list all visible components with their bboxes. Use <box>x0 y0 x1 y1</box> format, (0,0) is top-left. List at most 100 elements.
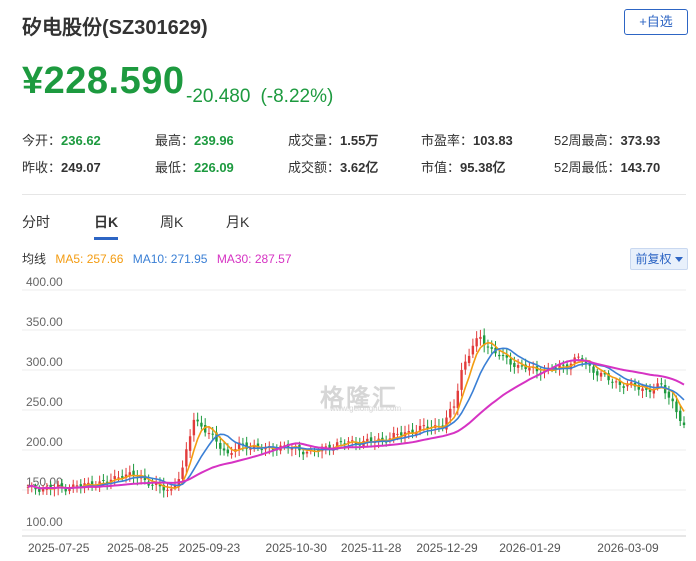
candle-body <box>335 442 339 448</box>
candle-body <box>479 336 482 339</box>
stat-market-cap: 市值：95.38亿 <box>421 157 506 176</box>
candle-body <box>117 477 120 479</box>
candle-body <box>241 443 245 445</box>
stat-prev-close: 昨收：249.07 <box>22 157 101 176</box>
candle-body <box>143 475 147 481</box>
candle-body <box>460 369 463 390</box>
y-tick-label: 250.00 <box>26 395 63 409</box>
candle-body <box>211 433 214 435</box>
candle-body <box>426 426 429 429</box>
tab-monthly-k[interactable]: 月K <box>226 214 250 230</box>
ma-legend: 均线 MA5: 257.66 MA10: 271.95 MA30: 287.57 <box>22 250 298 267</box>
candle-body <box>596 371 599 376</box>
stat-52w-low: 52周最低：143.70 <box>554 157 660 176</box>
candle-body <box>68 488 71 492</box>
candle-body <box>49 484 52 489</box>
candle-body <box>105 481 109 483</box>
change-percent: (-8.22%) <box>260 86 334 107</box>
tab-intraday[interactable]: 分时 <box>22 214 50 230</box>
candle-body <box>154 482 158 485</box>
candle-body <box>26 486 30 488</box>
candle-body <box>558 364 561 370</box>
candle-body <box>343 443 346 445</box>
tab-daily-k[interactable]: 日K <box>94 214 119 230</box>
stat-value: 1.55万 <box>340 133 379 148</box>
stat-label: 成交额： <box>288 160 341 175</box>
candle-body <box>520 365 524 367</box>
stat-value: 3.62亿 <box>340 160 379 175</box>
ma10-value: MA10: 271.95 <box>132 252 208 266</box>
candle-body <box>347 441 350 443</box>
candle-body <box>418 425 422 432</box>
candle-body <box>253 444 256 449</box>
kline-chart[interactable]: 400.00350.00300.00250.00200.00150.00100.… <box>0 272 696 561</box>
candle-body <box>302 451 305 455</box>
stat-label: 今开： <box>22 133 62 148</box>
candle-body <box>245 442 248 449</box>
candle-body <box>667 391 671 398</box>
candle-body <box>173 485 177 488</box>
ma-label: 均线 <box>22 252 47 266</box>
candle-body <box>324 446 328 448</box>
candle-body <box>611 381 614 383</box>
candle-body <box>656 383 659 388</box>
candle-body <box>588 363 591 366</box>
candle-body <box>618 381 622 385</box>
candle-body <box>185 449 188 467</box>
stat-turnover: 成交额：3.62亿 <box>288 157 378 176</box>
stat-label: 52周最低： <box>554 160 621 175</box>
stat-label: 市盈率： <box>421 133 474 148</box>
candle-body <box>351 440 354 442</box>
stat-open: 今开：236.62 <box>22 130 101 149</box>
stat-value: 143.70 <box>620 160 661 175</box>
candle-body <box>482 335 486 346</box>
candle-body <box>675 401 678 413</box>
candle-body <box>505 355 509 358</box>
candle-body <box>513 363 516 367</box>
change-amount: -20.480 <box>186 86 251 107</box>
candle-body <box>626 384 629 387</box>
add-to-watchlist-button[interactable]: +自选 <box>624 9 688 35</box>
candle-body <box>641 388 644 392</box>
candle-body <box>577 356 580 358</box>
candle-body <box>200 422 203 427</box>
stat-label: 最高： <box>155 133 195 148</box>
price-adjust-label: 前复权 <box>635 252 672 266</box>
stat-value: 226.09 <box>194 160 234 175</box>
chevron-down-icon <box>674 257 683 263</box>
candle-body <box>219 442 222 449</box>
stat-label: 52周最高： <box>554 133 621 148</box>
candle-body <box>264 447 267 450</box>
stat-label: 市值： <box>421 160 461 175</box>
candle-body <box>162 484 165 491</box>
candle-body <box>475 338 478 347</box>
candle-body <box>83 483 86 487</box>
candle-body <box>203 425 207 433</box>
candle-body <box>486 346 490 348</box>
candle-body <box>369 437 373 442</box>
price-adjust-dropdown[interactable]: 前复权 <box>630 248 688 270</box>
tab-weekly-k[interactable]: 周K <box>160 214 184 230</box>
stat-pe: 市盈率：103.83 <box>421 130 513 149</box>
watermark-url: www.gelonghui.com <box>330 404 402 413</box>
candle-body <box>237 442 241 450</box>
y-tick-label: 200.00 <box>26 435 63 449</box>
candle-body <box>72 484 75 488</box>
candle-body <box>599 372 603 377</box>
candle-body <box>339 441 343 443</box>
x-tick-label: 2025-11-28 <box>341 541 402 555</box>
stat-label: 最低： <box>155 160 195 175</box>
candle-body <box>260 449 263 451</box>
x-tick-label: 2026-03-09 <box>597 541 659 555</box>
stat-high: 最高：239.96 <box>155 130 234 149</box>
x-tick-label: 2025-09-23 <box>179 541 241 555</box>
candle-body <box>562 364 565 366</box>
candle-body <box>192 419 196 436</box>
candle-body <box>256 443 260 448</box>
stat-label: 昨收： <box>22 160 62 175</box>
candle-body <box>637 384 640 390</box>
y-tick-label: 100.00 <box>26 515 63 529</box>
candle-body <box>226 449 230 454</box>
y-tick-label: 400.00 <box>26 275 63 289</box>
candle-body <box>38 488 41 492</box>
